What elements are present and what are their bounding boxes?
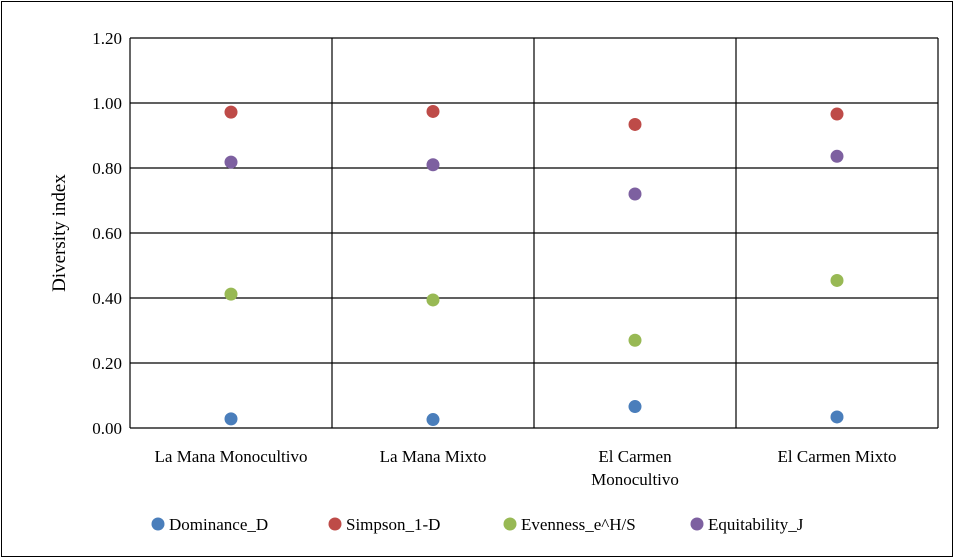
y-axis-label: Diversity index [49,174,70,292]
x-category-label: Monocultivo [591,470,679,489]
y-tick-label: 1.00 [92,94,122,113]
point-equitability-j [830,149,844,163]
point-simpson-1-d [830,107,844,121]
y-tick-label: 0.80 [92,159,122,178]
y-tick-label: 1.20 [92,29,122,48]
legend: Dominance_D Simpson_1-D Evenness_e^H/S Equi… [151,515,804,534]
point-evenness-e-h-s [426,293,440,307]
point-dominance-d [224,412,238,426]
legend-marker [151,517,165,531]
x-category-label: La Mana Monocultivo [155,447,308,466]
x-category-label: El Carmen Mixto [778,447,897,466]
plot-grid [129,37,939,429]
point-simpson-1-d [224,105,238,119]
point-evenness-e-h-s [830,273,844,287]
point-dominance-d [628,400,642,414]
point-evenness-e-h-s [628,333,642,347]
legend-marker [503,517,517,531]
y-tick-label: 0.00 [92,419,122,438]
point-simpson-1-d [628,117,642,131]
point-dominance-d [830,410,844,424]
point-equitability-j [224,155,238,169]
x-category-label: La Mana Mixto [380,447,487,466]
y-tick-label: 0.20 [92,354,122,373]
y-axis-ticks: 0.00 0.20 0.40 0.60 0.80 1.00 1.20 [92,29,122,438]
legend-label: Dominance_D [169,515,268,534]
point-evenness-e-h-s [224,287,238,301]
legend-label: Equitability_J [708,515,804,534]
y-tick-label: 0.60 [92,224,122,243]
legend-label: Simpson_1-D [346,515,440,534]
point-equitability-j [628,187,642,201]
x-category-label: El Carmen [598,447,672,466]
data-points [224,104,844,427]
legend-label: Evenness_e^H/S [521,515,636,534]
y-tick-label: 0.40 [92,289,122,308]
x-axis-categories: La Mana Monocultivo La Mana Mixto El Carme… [155,447,897,489]
point-simpson-1-d [426,104,440,118]
point-dominance-d [426,413,440,427]
legend-marker [690,517,704,531]
point-equitability-j [426,158,440,172]
legend-marker [328,517,342,531]
